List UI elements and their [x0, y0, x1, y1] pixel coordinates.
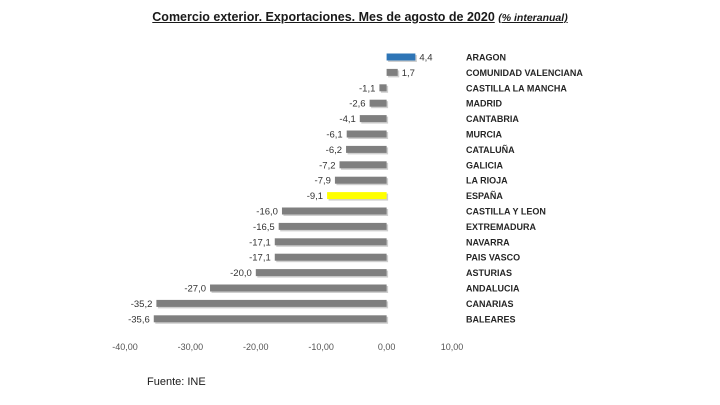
bar-1	[386, 53, 416, 61]
bar-4	[369, 99, 387, 107]
category-label-5: CANTABRIA	[466, 114, 519, 124]
category-label-14: PAIS VASCO	[466, 253, 520, 263]
bar-10	[327, 192, 387, 200]
value-label-6: -6,1	[326, 130, 342, 141]
category-label-17: CANARIAS	[466, 299, 514, 309]
bar-18	[153, 315, 387, 323]
value-label-13: -17,1	[249, 237, 271, 248]
chart-subtitle: (% interanual)	[498, 12, 568, 24]
bar-16	[210, 284, 387, 292]
value-label-17: -35,2	[131, 299, 153, 310]
chart-title-block: Comercio exterior. Exportaciones. Mes de…	[0, 10, 720, 24]
value-label-15: -20,0	[230, 268, 252, 279]
bar-7	[346, 145, 387, 153]
value-label-7: -6,2	[326, 145, 342, 156]
x-tick-label-1: -40,00	[112, 342, 138, 352]
x-tick-label-6: 10,00	[441, 342, 464, 352]
value-label-12: -16,5	[253, 222, 275, 233]
x-tick-label-4: -10,00	[308, 342, 334, 352]
value-label-2: 1,7	[402, 68, 415, 79]
value-label-5: -4,1	[339, 114, 355, 125]
x-tick-label-3: -20,00	[243, 342, 269, 352]
category-label-6: MURCIA	[466, 130, 502, 140]
category-label-16: ANDALUCIA	[466, 284, 520, 294]
value-label-16: -27,0	[184, 284, 206, 295]
value-label-11: -16,0	[256, 207, 278, 218]
bar-8	[339, 161, 387, 169]
category-label-2: COMUNIDAD VALENCIANA	[466, 68, 583, 78]
value-label-8: -7,2	[319, 160, 335, 171]
category-label-7: CATALUÑA	[466, 145, 515, 155]
bar-3	[379, 84, 387, 92]
category-label-13: NAVARRA	[466, 237, 510, 247]
value-label-1: 4,4	[419, 53, 432, 64]
value-label-10: -9,1	[307, 191, 323, 202]
bar-5	[359, 115, 387, 123]
source-note: Fuente: INE	[147, 376, 206, 388]
category-label-8: GALICIA	[466, 160, 503, 170]
value-label-4: -2,6	[349, 99, 365, 110]
bar-11	[281, 207, 387, 215]
bar-14	[274, 253, 387, 261]
category-label-3: CASTILLA LA MANCHA	[466, 83, 567, 93]
value-label-18: -35,6	[128, 314, 150, 325]
chart-title: Comercio exterior. Exportaciones. Mes de…	[152, 10, 495, 24]
bar-15	[255, 269, 387, 277]
bar-12	[278, 222, 387, 230]
category-label-18: BALEARES	[466, 314, 516, 324]
category-label-1: ARAGON	[466, 53, 506, 63]
x-tick-label-5: 0,00	[378, 342, 396, 352]
value-label-3: -1,1	[359, 83, 375, 94]
bar-17	[156, 299, 387, 307]
category-label-9: LA RIOJA	[466, 176, 508, 186]
category-label-11: CASTILLA Y LEON	[466, 207, 546, 217]
value-label-14: -17,1	[249, 253, 271, 264]
category-label-12: EXTREMADURA	[466, 222, 537, 232]
bar-13	[274, 238, 387, 246]
bar-2	[386, 68, 398, 76]
bar-6	[346, 130, 387, 138]
x-tick-label-2: -30,00	[178, 342, 204, 352]
value-label-9: -7,9	[315, 176, 331, 187]
category-label-4: MADRID	[466, 99, 502, 109]
category-label-10: ESPAÑA	[466, 191, 503, 201]
bar-9	[334, 176, 387, 184]
category-label-15: ASTURIAS	[466, 268, 512, 278]
